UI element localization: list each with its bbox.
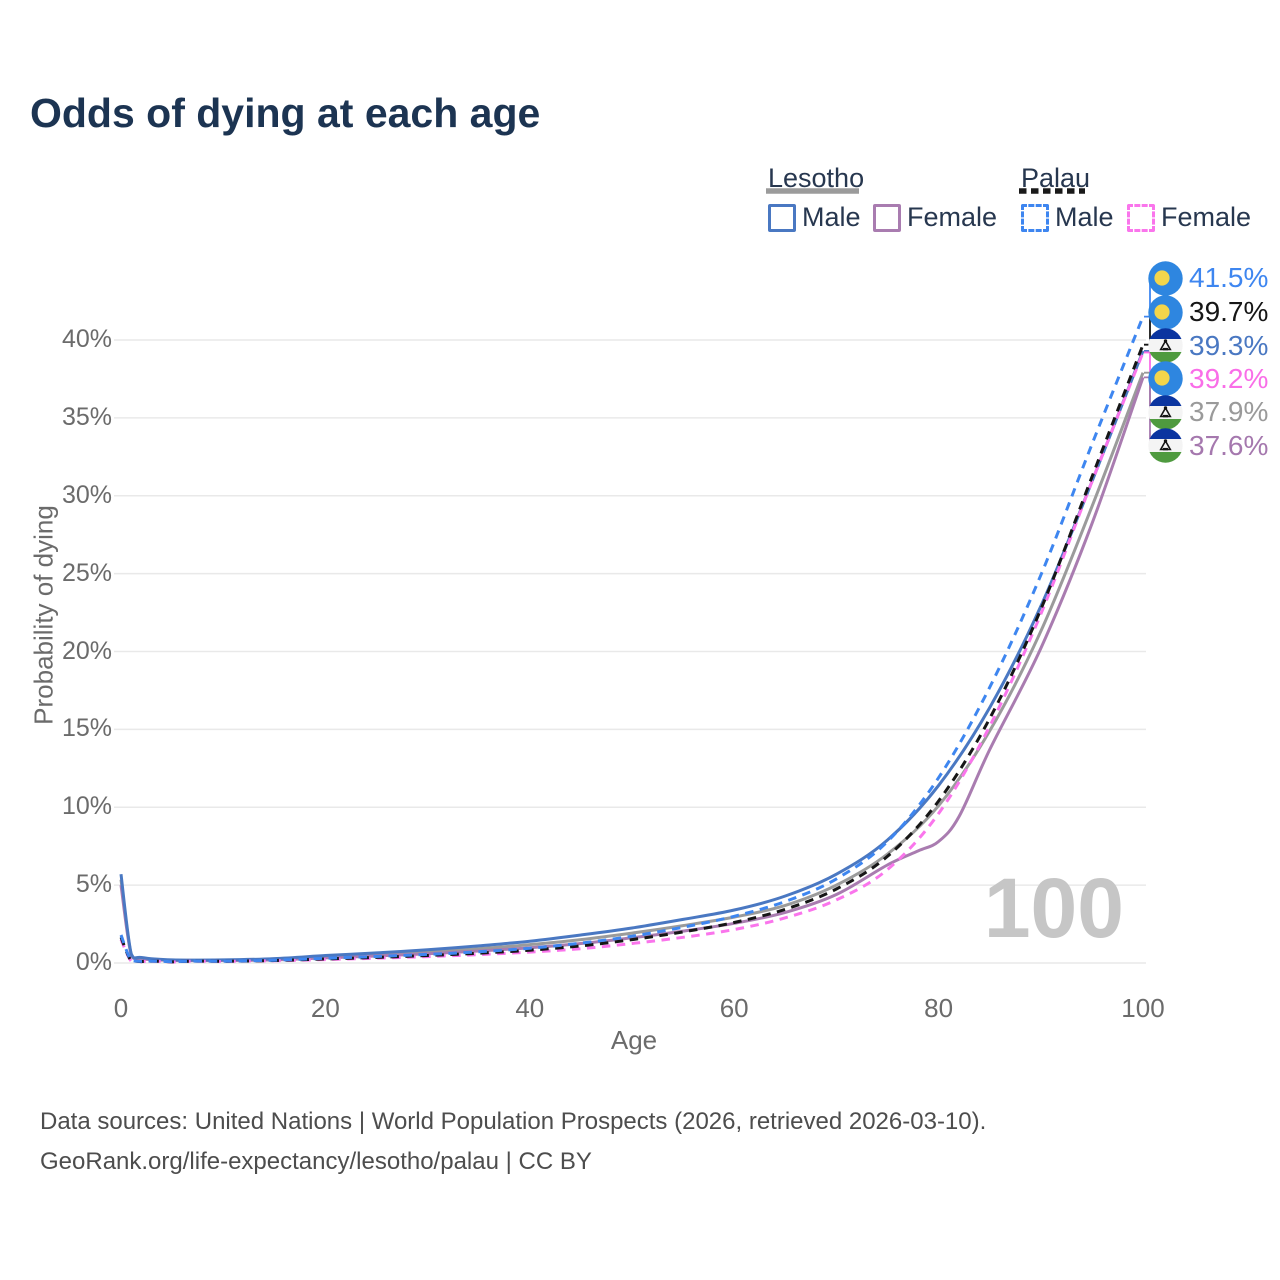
y-tick-label: 20% [61, 636, 112, 665]
end-value-label: 39.2% [1189, 362, 1269, 394]
palau-flag-icon [1148, 260, 1183, 296]
legend-group-palau: Palau [1021, 163, 1091, 193]
legend-item-lesotho-male[interactable]: Male [768, 202, 861, 233]
end-label-row: 41.5% [1148, 260, 1269, 296]
y-tick-label: 35% [61, 402, 112, 431]
lesotho-line-style-underline [766, 188, 859, 194]
palau-female-swatch-icon [1127, 203, 1155, 232]
legend-group-lesotho: Lesotho [768, 163, 865, 193]
end-label-row: 37.6% [1148, 428, 1268, 463]
gridlines [114, 339, 1146, 964]
end-label-row: 37.9% [1148, 394, 1269, 430]
palau-male-swatch-icon [1021, 203, 1049, 232]
palau-flag-icon [1148, 294, 1183, 330]
age-counter-watermark: 100 [983, 861, 1124, 955]
legend-label: Female [1161, 202, 1252, 232]
legend-label: Female [907, 202, 998, 232]
end-value-label: 41.5% [1189, 262, 1269, 293]
data-sources-note: Data sources: United Nations | World Pop… [40, 1108, 987, 1135]
line-palau-male [119, 316, 1145, 964]
legend-item-palau-male[interactable]: Male [1021, 202, 1114, 233]
lesotho-flag-icon [1148, 428, 1183, 463]
end-value-label: 37.9% [1189, 396, 1269, 427]
end-value-label: 37.6% [1189, 429, 1269, 461]
x-tick-label: 80 [924, 993, 954, 1023]
end-label-row: 39.7% [1148, 294, 1269, 330]
palau-flag-icon [1148, 361, 1183, 396]
series-lines [119, 316, 1145, 964]
legend-item-palau-female[interactable]: Female [1127, 202, 1251, 233]
x-tick-label: 0 [113, 993, 129, 1023]
legend-item-lesotho-female[interactable]: Female [873, 202, 997, 233]
end-value-label: 39.3% [1189, 329, 1269, 361]
lesotho-male-swatch-icon [768, 203, 796, 232]
y-tick-label: 15% [61, 714, 112, 743]
x-axis-title: Age [610, 1025, 658, 1055]
end-label-row: 39.2% [1148, 361, 1268, 396]
x-tick-label: 60 [719, 993, 749, 1023]
x-tick-label: 20 [310, 993, 340, 1023]
legend-label: Male [802, 202, 861, 232]
lesotho-flag-icon [1148, 328, 1183, 363]
lesotho-female-swatch-icon [873, 203, 901, 232]
y-tick-label: 30% [61, 480, 112, 509]
y-tick-label: 0% [75, 948, 112, 976]
y-tick-label: 25% [61, 558, 112, 587]
y-tick-label: 10% [61, 792, 112, 821]
x-tick-label: 100 [1121, 993, 1165, 1023]
y-tick-label: 40% [61, 325, 112, 353]
lesotho-flag-icon [1148, 394, 1183, 430]
line-palau-both-sexes [119, 344, 1145, 964]
y-axis-title: Probability of dying [28, 505, 59, 725]
end-value-label: 39.7% [1189, 296, 1269, 327]
legend-label: Male [1055, 202, 1114, 232]
x-tick-label: 40 [515, 993, 545, 1023]
y-tick-label: 5% [75, 870, 112, 899]
page-title: Odds of dying at each age [30, 90, 541, 136]
end-label-row: 39.3% [1148, 328, 1268, 363]
attribution-note: GeoRank.org/life-expectancy/lesotho/pala… [40, 1148, 592, 1175]
palau-line-style-underline [1019, 188, 1085, 194]
